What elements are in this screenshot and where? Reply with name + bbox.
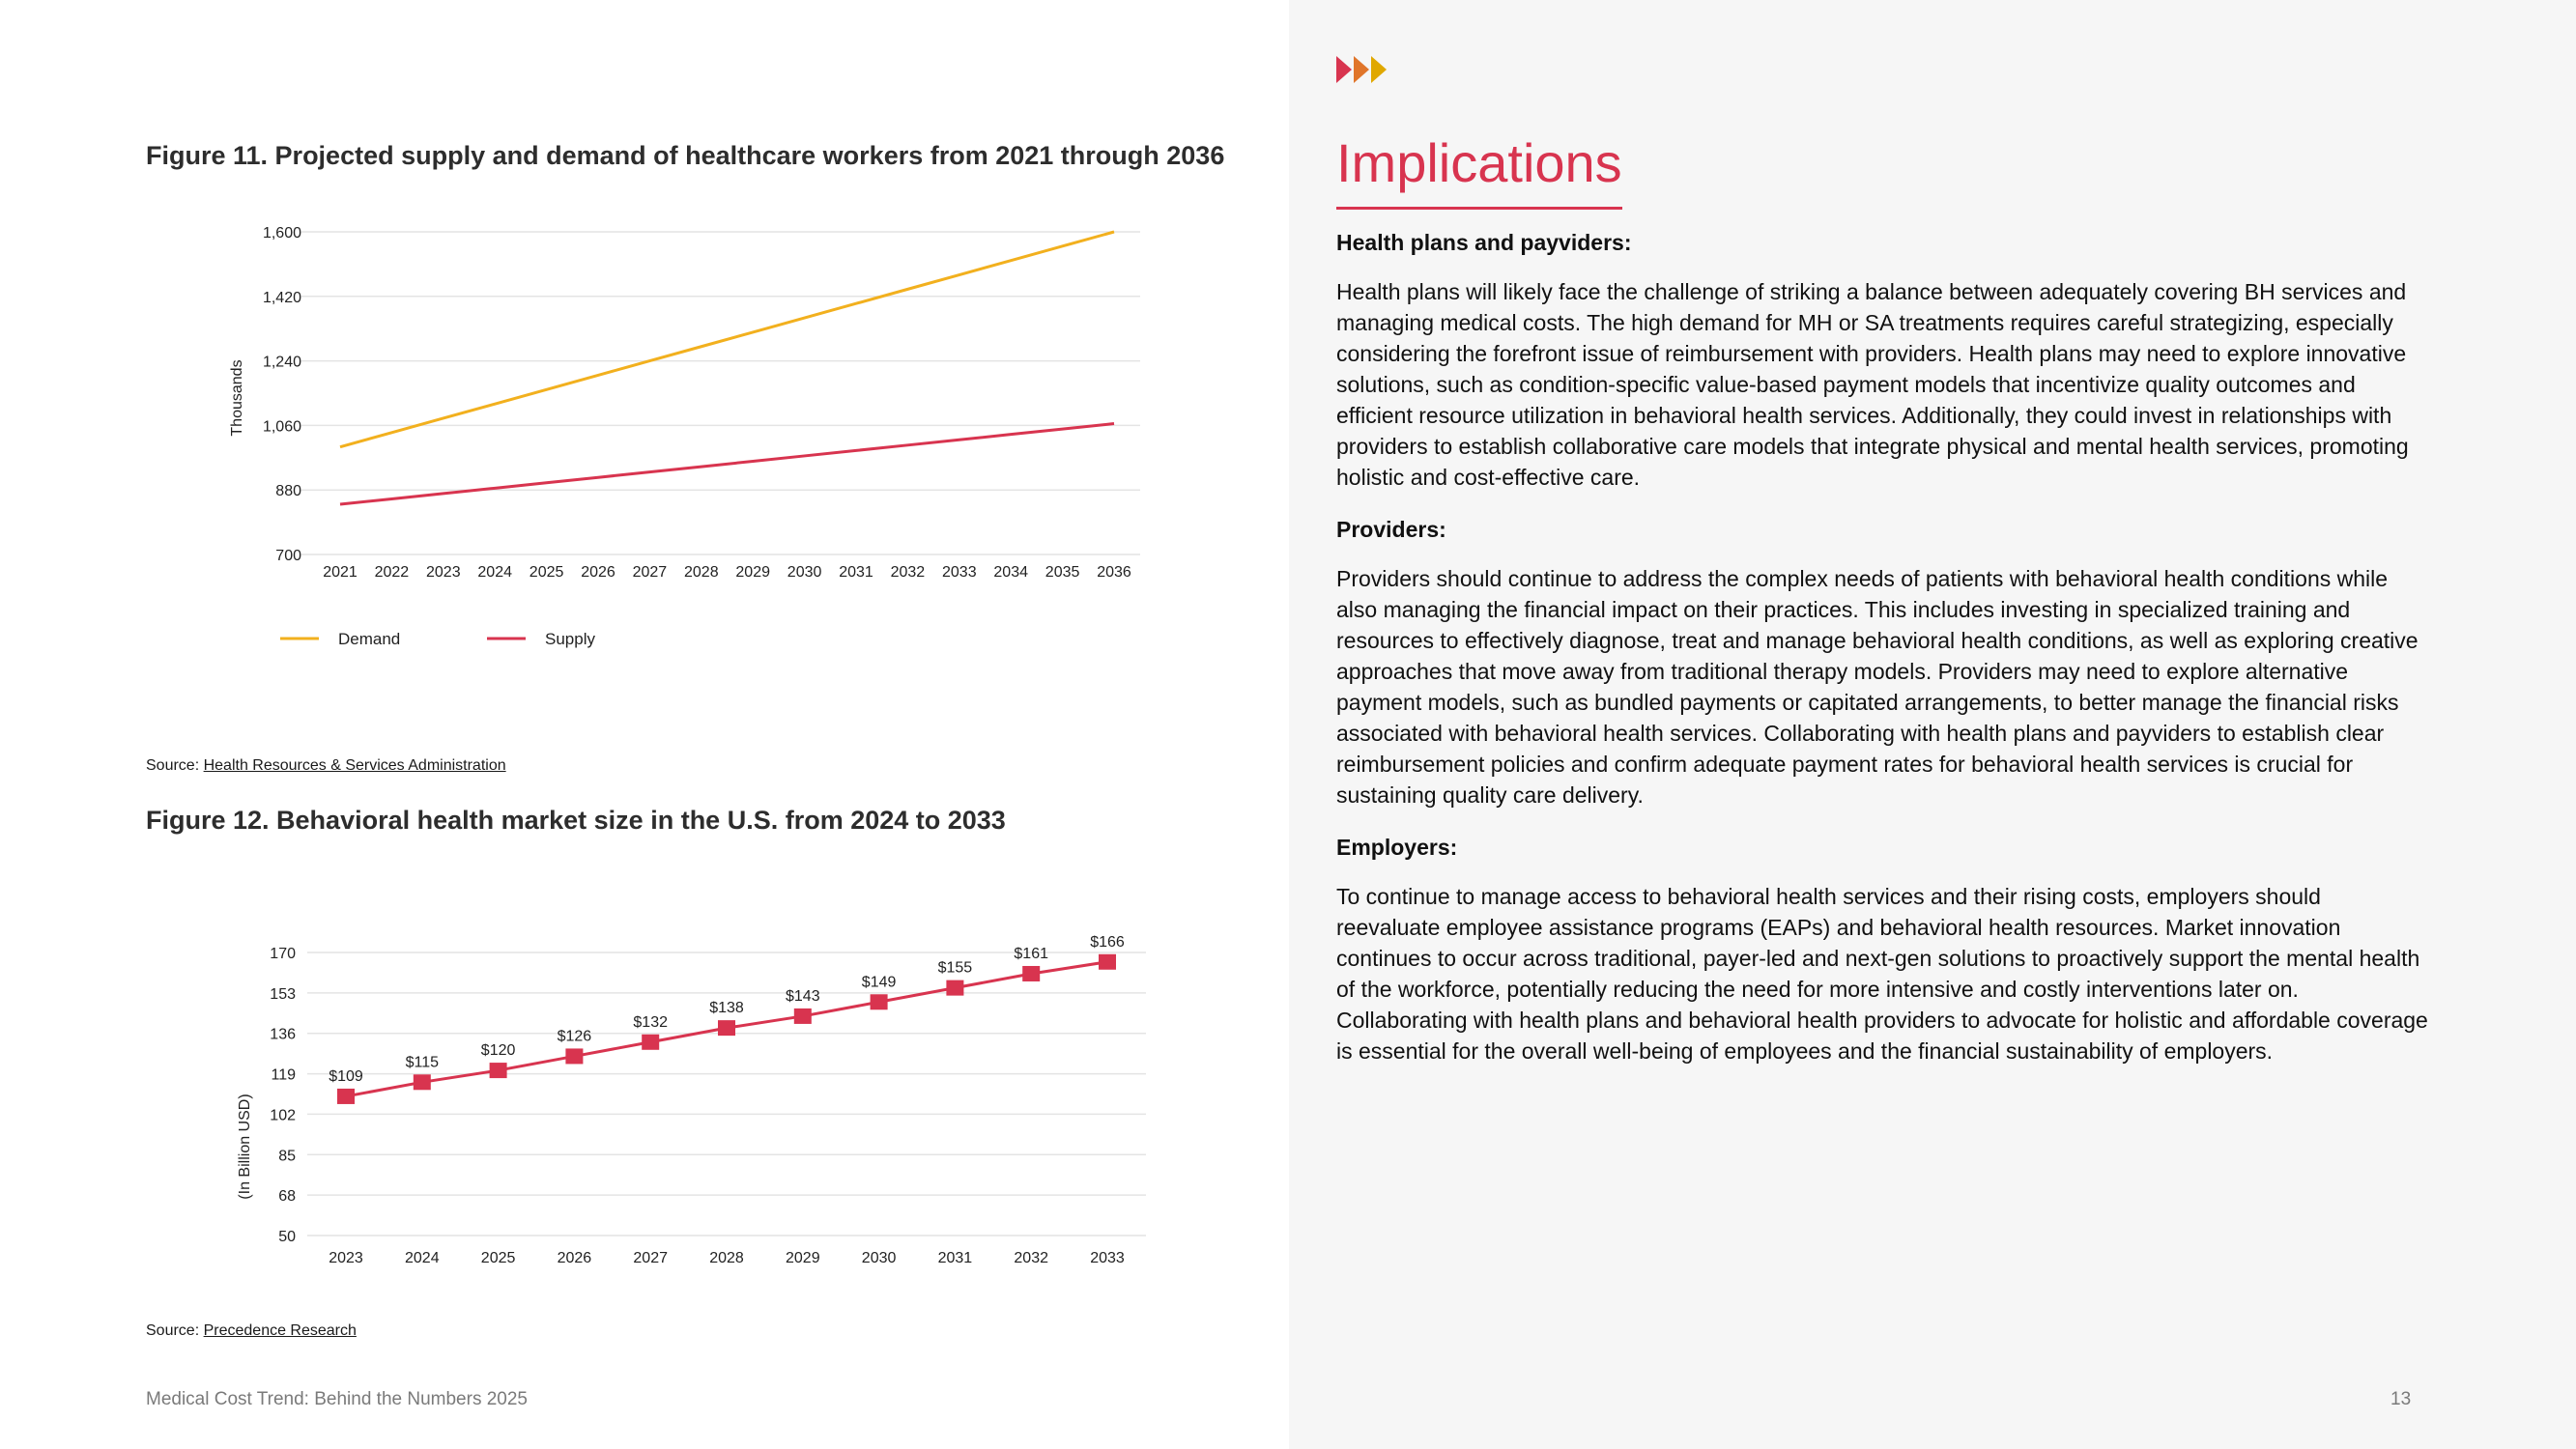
source-link-hrsa[interactable]: Health Resources & Services Administrati… — [203, 757, 506, 774]
x-tick-label: 2028 — [684, 564, 719, 581]
x-tick-label: 2032 — [891, 564, 926, 581]
x-tick-label: 2022 — [375, 564, 410, 581]
x-tick-label: 2030 — [862, 1250, 897, 1266]
y-axis-label: (In Billion USD) — [237, 1094, 253, 1199]
y-tick-label: 119 — [271, 1067, 296, 1084]
x-tick-label: 2036 — [1097, 564, 1131, 581]
data-point — [337, 1088, 355, 1104]
x-tick-label: 2024 — [477, 564, 512, 581]
data-label: $143 — [786, 988, 820, 1005]
data-point — [1099, 953, 1116, 970]
y-tick-label: 880 — [275, 483, 301, 499]
data-point — [642, 1034, 660, 1050]
x-tick-label: 2032 — [1014, 1250, 1048, 1266]
x-tick-label: 2034 — [993, 564, 1028, 581]
x-tick-label: 2031 — [839, 564, 873, 581]
x-tick-label: 2030 — [787, 564, 822, 581]
footer-title: Medical Cost Trend: Behind the Numbers 2… — [146, 1389, 528, 1409]
y-axis-label: Thousands — [229, 359, 245, 436]
y-tick-label: 68 — [278, 1188, 296, 1205]
figure-12-chart: 170 153 136 119 102 85 68 50 2023 2024 2025 2026 202… — [237, 934, 1146, 1266]
data-label: $115 — [406, 1054, 440, 1070]
y-tick-label: 1,240 — [263, 355, 301, 371]
implications-title: Implications — [1336, 132, 1622, 193]
x-tick-label: 2027 — [633, 1250, 668, 1266]
figure-11-title: Figure 11. Projected supply and demand o… — [146, 141, 1225, 170]
x-tick-label: 2033 — [1090, 1250, 1125, 1266]
data-point — [946, 980, 964, 996]
series-line-supply — [339, 422, 1115, 506]
section-heading-employers: Employers: — [1336, 835, 1458, 860]
data-label: $149 — [862, 974, 897, 990]
series-line-demand — [339, 230, 1115, 449]
data-point — [793, 1008, 812, 1024]
x-tick-label: 2035 — [1045, 564, 1080, 581]
y-tick-label: 50 — [278, 1229, 296, 1245]
x-tick-label: 2029 — [786, 1250, 820, 1266]
y-tick-label: 136 — [270, 1027, 296, 1043]
section-heading-health-plans: Health plans and payviders: — [1336, 230, 1632, 255]
data-point — [870, 994, 888, 1010]
source-link-precedence[interactable]: Precedence Research — [203, 1322, 357, 1339]
legend-label-demand: Demand — [338, 630, 400, 648]
y-tick-label: 102 — [270, 1107, 296, 1123]
data-label: $161 — [1014, 946, 1048, 962]
title-underline — [1336, 207, 1622, 210]
y-tick-label: 1,060 — [263, 418, 301, 435]
left-panel: Figure 11. Projected supply and demand o… — [146, 141, 1225, 1409]
data-label: $138 — [709, 1000, 744, 1016]
figure-11-chart: 1,600 1,420 1,240 1,060 880 700 2021 2022 2023 20… — [229, 225, 1140, 648]
y-tick-label: 170 — [270, 946, 296, 962]
data-point — [1022, 965, 1041, 981]
section-body-health-plans: Health plans will likely face the challe… — [1336, 279, 2409, 490]
data-point — [413, 1074, 431, 1091]
data-point — [718, 1020, 735, 1037]
page-number: 13 — [2390, 1389, 2412, 1409]
x-tick-label: 2031 — [938, 1250, 973, 1266]
data-point — [489, 1063, 507, 1079]
figure-12-source: Source: Precedence Research — [146, 1322, 357, 1340]
x-tick-label: 2023 — [426, 564, 461, 581]
x-tick-label: 2027 — [633, 564, 668, 581]
x-tick-label: 2023 — [329, 1250, 363, 1266]
source-prefix: Source: — [146, 757, 204, 774]
data-label: $120 — [481, 1042, 516, 1059]
y-tick-label: 153 — [270, 986, 296, 1003]
y-tick-label: 700 — [275, 548, 301, 564]
implications-content: Health plans and payviders: Health plans… — [1336, 228, 2428, 1089]
y-tick-label: 1,600 — [263, 225, 301, 242]
x-tick-label: 2025 — [530, 564, 564, 581]
x-tick-label: 2026 — [558, 1250, 592, 1266]
data-label: $126 — [558, 1028, 592, 1044]
x-tick-label: 2028 — [709, 1250, 744, 1266]
x-tick-label: 2021 — [323, 564, 358, 581]
x-tick-label: 2024 — [405, 1250, 440, 1266]
arrows-icon — [1336, 56, 1388, 83]
section-body-employers: To continue to manage access to behavior… — [1336, 884, 2428, 1064]
data-label: $132 — [633, 1014, 668, 1031]
figure-11-source: Source: Health Resources & Services Admi… — [146, 757, 506, 775]
section-body-providers: Providers should continue to address the… — [1336, 566, 2419, 808]
y-tick-label: 85 — [278, 1148, 296, 1164]
data-label: $155 — [938, 960, 973, 977]
data-label: $166 — [1090, 934, 1125, 951]
data-point — [565, 1048, 584, 1065]
y-tick-label: 1,420 — [263, 290, 301, 306]
right-panel — [1289, 0, 2576, 1449]
legend-label-supply: Supply — [545, 630, 595, 648]
section-heading-providers: Providers: — [1336, 517, 1446, 542]
x-tick-label: 2025 — [481, 1250, 516, 1266]
source-prefix: Source: — [146, 1322, 204, 1339]
x-tick-label: 2026 — [581, 564, 615, 581]
x-tick-label: 2029 — [735, 564, 770, 581]
data-label: $109 — [329, 1068, 363, 1085]
figure-12-title: Figure 12. Behavioral health market size… — [146, 806, 1006, 835]
x-tick-label: 2033 — [942, 564, 977, 581]
